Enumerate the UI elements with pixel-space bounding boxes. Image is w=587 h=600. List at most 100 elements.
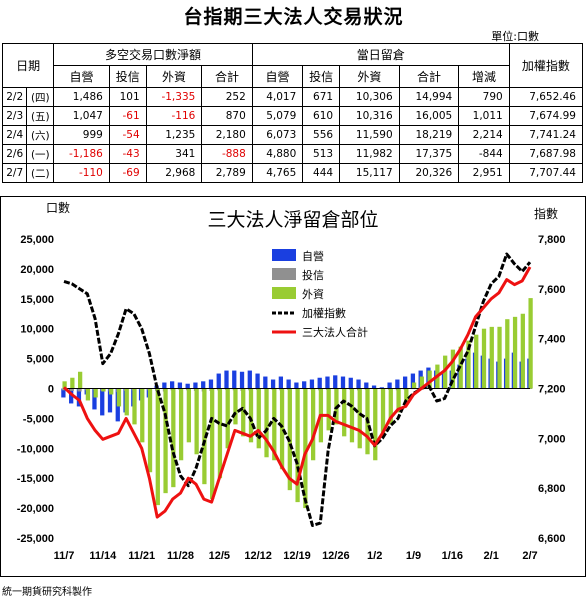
legend-swatch xyxy=(272,287,296,299)
table-cell: 2,789 xyxy=(201,163,253,183)
y-tick-label-left: 20,000 xyxy=(20,264,54,276)
bar-foreign xyxy=(132,388,137,425)
bar-dealer xyxy=(395,379,400,389)
bar-dealer xyxy=(76,388,82,407)
table-cell: 556 xyxy=(302,125,341,145)
bar-dealer xyxy=(340,376,346,389)
bar-dealer xyxy=(348,377,353,389)
table-cell: 1,486 xyxy=(53,87,110,107)
bar-foreign xyxy=(295,388,300,503)
y-tick-label-left: 25,000 xyxy=(20,234,54,246)
table-row: 2/2 (四) 1,486 101 -1,335 252 4,017 671 10,306 14,… xyxy=(1,87,584,107)
bar-dealer xyxy=(185,383,190,389)
bar-foreign xyxy=(109,388,114,395)
bar-foreign xyxy=(101,388,106,392)
bar-dealer xyxy=(208,379,214,389)
bar-foreign xyxy=(155,388,160,506)
bar-foreign xyxy=(342,388,347,437)
bar-dealer xyxy=(232,370,237,389)
bar-foreign xyxy=(248,388,254,443)
x-tick-label: 12/26 xyxy=(322,550,350,562)
group-header-row: 日期 多空交易口數淨額 當日留倉 加權指數 xyxy=(1,43,584,88)
summary-table: 日期 多空交易口數淨額 當日留倉 加權指數 自營 投信 外資 合計 自營 投信 … xyxy=(1,43,584,183)
y-tick-label-right: 7,000 xyxy=(538,433,566,445)
bar-dealer xyxy=(286,379,291,389)
table-body: 2/2 (四) 1,486 101 -1,335 252 4,017 671 10,306 14,… xyxy=(1,87,584,183)
x-tick-label: 2/7 xyxy=(522,550,537,562)
bar-dealer xyxy=(379,387,384,389)
bar-dealer xyxy=(169,381,175,389)
sub-header: 外資 xyxy=(145,65,203,88)
x-tick-label: 2/1 xyxy=(484,550,499,562)
table-row: 2/3 (五) 1,047 -61 -116 870 5,079 610 10,316 16,00… xyxy=(1,106,584,126)
table-cell: 20,326 xyxy=(398,163,460,183)
bar-foreign xyxy=(202,388,207,485)
table-row: 2/6 (一) -1,186 -43 341 -888 4,880 513 11,982 17,3… xyxy=(1,144,584,164)
net-group-header: 多空交易口數淨額 xyxy=(53,43,253,66)
bar-foreign xyxy=(349,388,355,443)
bar-foreign xyxy=(93,388,98,398)
row-date: 2/7 xyxy=(1,163,28,183)
bar-dealer xyxy=(162,382,167,389)
table-cell: -1,335 xyxy=(145,87,203,107)
legend-swatch xyxy=(272,268,296,280)
bar-foreign xyxy=(85,388,91,401)
table-cell: 5,079 xyxy=(251,106,304,126)
x-tick-label: 11/14 xyxy=(89,550,117,562)
bar-dealer xyxy=(317,377,322,389)
row-date: 2/3 xyxy=(1,106,28,126)
y-tick-label-left: 10,000 xyxy=(20,324,54,336)
table-cell: 252 xyxy=(201,87,253,107)
table-cell: 14,994 xyxy=(398,87,460,107)
table-cell: 16,005 xyxy=(398,106,460,126)
bar-dealer xyxy=(263,376,268,389)
bar-dealer xyxy=(364,382,369,389)
y-tick-label-left: -15,000 xyxy=(17,473,54,485)
bar-foreign xyxy=(124,388,129,416)
y-axis-right-label: 指數 xyxy=(534,206,558,221)
bar-foreign xyxy=(373,388,378,461)
chart-title: 三大法人淨留倉部位 xyxy=(207,209,378,231)
y-tick-label-right: 7,600 xyxy=(538,284,566,296)
bar-foreign xyxy=(147,388,153,473)
bar-foreign xyxy=(528,298,533,389)
y-tick-label-left: -25,000 xyxy=(17,533,54,545)
bar-dealer xyxy=(177,382,183,389)
bar-foreign xyxy=(256,388,261,449)
row-date: 2/2 xyxy=(1,87,28,107)
bar-dealer xyxy=(410,373,416,389)
bar-foreign xyxy=(217,388,223,479)
y-tick-label-left: 0 xyxy=(48,384,54,396)
bar-dealer xyxy=(224,370,229,389)
bar-foreign xyxy=(225,388,230,449)
table-cell: 17,375 xyxy=(398,144,460,164)
table-cell: 870 xyxy=(201,106,253,126)
row-weekday: (二) xyxy=(26,163,55,183)
sub-header: 合計 xyxy=(201,65,253,88)
legend-label: 外資 xyxy=(302,288,324,301)
row-date: 2/4 xyxy=(1,125,28,145)
bar-dealer xyxy=(302,381,307,389)
net-position-chart: 三大法人淨留倉部位 口數 指數 25,000 20,000 15,000 10,000 5,0… xyxy=(0,196,586,577)
bar-dealer xyxy=(92,388,97,410)
x-tick-label: 12/19 xyxy=(283,550,311,562)
table-cell: -116 xyxy=(145,106,203,126)
bar-foreign xyxy=(396,388,401,413)
sub-header: 合計 xyxy=(398,65,460,88)
bar-foreign xyxy=(241,388,246,437)
x-tick-label: 12/5 xyxy=(209,550,230,562)
table-cell: 444 xyxy=(302,163,341,183)
bar-dealer xyxy=(247,370,252,389)
table-cell: 7,687.98 xyxy=(508,144,584,164)
table-cell: 7,707.44 xyxy=(508,163,584,183)
table-row: 2/4 (六) 999 -54 1,235 2,180 6,073 556 11,590 18,2… xyxy=(1,125,584,145)
table-cell: 999 xyxy=(53,125,110,145)
bar-foreign xyxy=(178,388,184,461)
bar-dealer xyxy=(309,379,315,389)
bar-foreign xyxy=(380,388,386,437)
bar-dealer xyxy=(100,388,105,416)
y-tick-label-right: 6,800 xyxy=(538,483,566,495)
bar-dealer xyxy=(333,375,338,389)
sub-header: 投信 xyxy=(302,65,341,88)
oi-group-header: 當日留倉 xyxy=(251,43,510,66)
